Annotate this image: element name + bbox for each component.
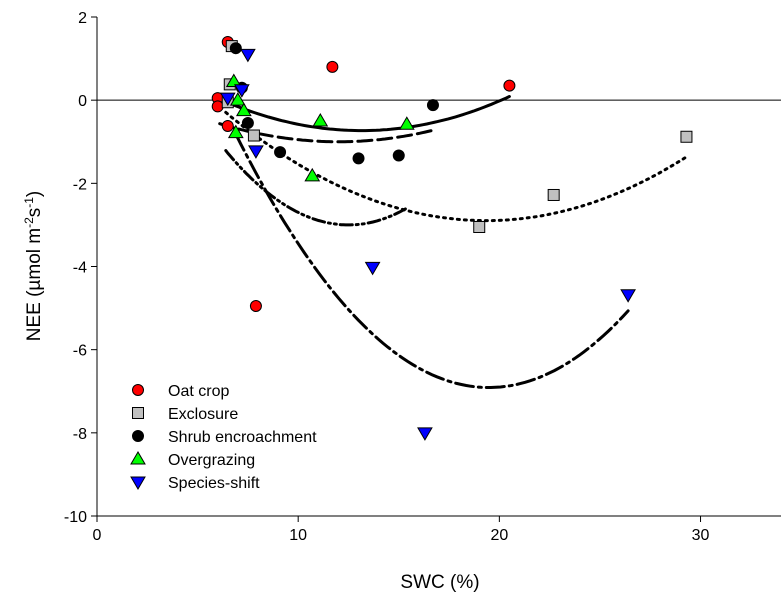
fit-curve-shrub-encroachment <box>218 122 435 144</box>
x-tick-label: 10 <box>289 527 307 544</box>
y-tick-label: -8 <box>73 426 87 443</box>
data-point <box>233 84 250 98</box>
legend-item: Overgrazing <box>130 451 255 469</box>
x-tick-label: 20 <box>490 527 508 544</box>
legend: Oat crop Exclosure Shrub encroachment Overg… <box>130 383 317 492</box>
series-shrub-encroachment <box>229 42 439 165</box>
data-point <box>241 117 254 130</box>
data-point <box>219 92 236 107</box>
data-point <box>221 119 234 132</box>
x-tick-label: 30 <box>692 527 710 544</box>
data-point <box>503 79 516 92</box>
series-species-shift <box>219 48 636 441</box>
legend-label: Overgrazing <box>168 452 255 469</box>
data-point <box>392 149 405 162</box>
legend-item: Shrub encroachment <box>132 429 317 446</box>
legend-marker <box>132 407 144 419</box>
data-point <box>620 289 636 303</box>
legend-marker <box>132 430 144 442</box>
data-point <box>225 73 242 87</box>
legend-label: Shrub encroachment <box>168 429 317 446</box>
y-tick-label: -10 <box>64 509 87 526</box>
y-tick-label: 0 <box>78 93 87 110</box>
data-point <box>426 99 439 112</box>
data-point <box>247 129 260 142</box>
series-overgrazing <box>225 73 415 182</box>
legend-marker <box>132 384 144 396</box>
data-point <box>547 188 560 201</box>
data-point <box>229 42 242 55</box>
fit-curve-overgrazing <box>224 149 409 227</box>
data-point <box>312 112 329 127</box>
x-axis-title: SWC (%) <box>400 572 479 593</box>
y-axis-title: NEE (µmol m-2s-1) <box>22 191 45 342</box>
y-tick-label: -6 <box>73 343 87 360</box>
data-point <box>227 124 244 139</box>
x-tick-label: 0 <box>93 527 102 544</box>
legend-label: Exclosure <box>168 406 238 423</box>
data-point <box>248 145 264 159</box>
data-point <box>417 427 433 441</box>
data-point <box>473 220 486 233</box>
legend-marker <box>130 476 146 490</box>
axes: 0 10 20 30 -10 -8 -6 -4 -2 0 2 <box>64 10 781 544</box>
data-point <box>229 92 246 106</box>
data-point <box>211 100 224 113</box>
data-point <box>235 102 252 117</box>
data-point <box>352 152 365 165</box>
legend-label: Oat crop <box>168 383 229 400</box>
legend-item: Exclosure <box>132 406 238 423</box>
legend-marker <box>130 451 146 465</box>
plot-area <box>97 35 781 441</box>
series-oat-crop <box>211 35 516 313</box>
fit-curve-exclosure <box>224 110 688 223</box>
data-point <box>680 130 693 143</box>
data-point <box>240 48 256 63</box>
y-tick-label: -2 <box>73 176 87 193</box>
fit-curve-oat-crop <box>220 95 511 133</box>
fit-curve-species-shift <box>234 132 630 389</box>
data-point <box>249 300 262 313</box>
legend-item: Oat crop <box>132 383 229 400</box>
y-tick-label: 2 <box>78 10 87 27</box>
data-point <box>398 116 415 130</box>
legend-label: Species-shift <box>168 475 260 492</box>
data-point <box>304 167 321 182</box>
data-point <box>274 146 287 159</box>
legend-item: Species-shift <box>130 475 260 492</box>
data-point <box>326 60 339 73</box>
y-tick-label: -4 <box>73 260 87 277</box>
data-point <box>364 261 381 276</box>
series-exclosure <box>221 40 693 233</box>
